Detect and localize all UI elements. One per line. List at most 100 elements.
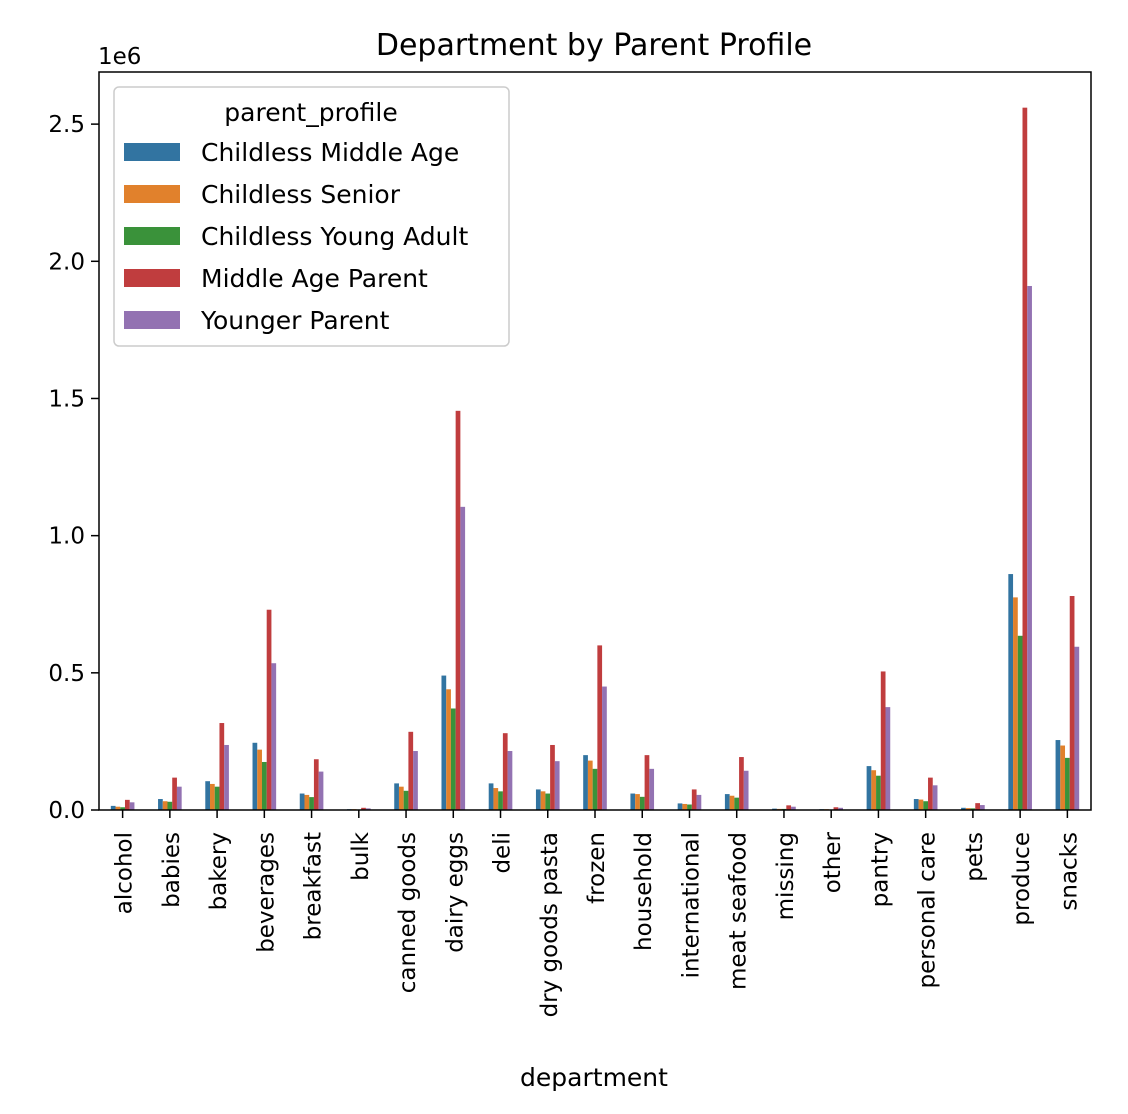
x-tick-label: deli (490, 832, 516, 874)
bar-produce-middle-age-parent (1022, 107, 1028, 811)
bar-household-middle-age-parent (644, 755, 650, 810)
bar-frozen-childless-senior (587, 760, 593, 810)
y-axis-scale-label: 1e6 (98, 44, 141, 70)
legend-label: Childless Young Adult (201, 222, 468, 251)
legend-swatch (124, 269, 180, 287)
legend-label: Middle Age Parent (201, 264, 428, 293)
bars-layer (110, 107, 1080, 811)
bar-pets-childless-young-adult (970, 808, 976, 810)
bar-canned-goods-younger-parent (413, 751, 418, 810)
x-tick-label: beverages (253, 832, 279, 953)
bar-personal-care-middle-age-parent (928, 777, 933, 810)
bar-dry-goods-pasta-middle-age-parent (550, 744, 555, 810)
bar-bakery-childless-senior (210, 783, 215, 810)
bar-canned-goods-childless-senior (398, 786, 404, 810)
bar-dry-goods-pasta-childless-senior (540, 791, 546, 810)
bar-bulk-younger-parent (365, 808, 371, 810)
bar-dairy-eggs-childless-senior (446, 689, 451, 810)
x-tick-label: canned goods (395, 832, 421, 993)
bar-bulk-middle-age-parent (361, 807, 366, 810)
x-tick-label: produce (1009, 832, 1035, 926)
bar-household-younger-parent (649, 768, 655, 810)
bar-alcohol-childless-middle-age (110, 805, 116, 810)
x-axis: alcohol babies bakery beverages breakfast bul… (112, 810, 1082, 1017)
bar-frozen-middle-age-parent (597, 645, 603, 810)
x-tick-label: missing (773, 832, 799, 920)
bar-alcohol-childless-senior (115, 806, 121, 810)
bar-pets-middle-age-parent (975, 803, 980, 810)
bar-beverages-childless-senior (257, 749, 262, 810)
bar-pantry-childless-middle-age (866, 766, 872, 810)
bar-snacks-middle-age-parent (1069, 596, 1075, 810)
bar-frozen-childless-young-adult (592, 768, 598, 810)
x-tick-label: meat seafood (726, 832, 752, 990)
bar-international-childless-middle-age (677, 803, 683, 810)
bar-meat-seafood-middle-age-parent (739, 757, 744, 810)
x-tick-label: frozen (584, 832, 610, 904)
chart-title: Department by Parent Profile (376, 28, 812, 63)
bar-pantry-childless-young-adult (876, 775, 881, 810)
legend-label: Childless Middle Age (201, 138, 459, 167)
bar-babies-childless-senior (162, 801, 168, 810)
bar-missing-younger-parent (791, 806, 796, 810)
bar-alcohol-childless-young-adult (120, 807, 125, 810)
bar-personal-care-childless-senior (918, 799, 924, 810)
bar-dry-goods-pasta-childless-young-adult (545, 793, 551, 810)
bar-pets-childless-middle-age (961, 807, 966, 810)
bar-snacks-childless-young-adult (1065, 757, 1070, 810)
bar-frozen-childless-middle-age (583, 755, 588, 810)
legend: parent_profile Childless Middle Age Child… (113, 86, 510, 347)
bar-other-middle-age-parent (833, 807, 839, 810)
y-tick-label: 1.0 (48, 524, 85, 550)
bar-international-younger-parent (696, 794, 702, 810)
legend-label: Childless Senior (201, 180, 401, 209)
x-tick-label: pets (962, 832, 988, 882)
bar-beverages-childless-middle-age (252, 742, 258, 810)
bar-breakfast-childless-middle-age (299, 793, 305, 810)
x-tick-label: breakfast (301, 832, 327, 940)
bar-dry-goods-pasta-childless-middle-age (535, 789, 541, 810)
bar-babies-younger-parent (176, 786, 182, 810)
y-tick-label: 2.0 (48, 249, 85, 275)
bar-babies-middle-age-parent (172, 777, 177, 810)
x-tick-label: other (820, 831, 846, 893)
x-tick-label: bakery (206, 832, 232, 910)
bar-dairy-eggs-middle-age-parent (455, 410, 461, 810)
bar-deli-younger-parent (507, 751, 513, 810)
bar-other-younger-parent (838, 807, 843, 810)
bar-snacks-childless-middle-age (1055, 740, 1061, 810)
legend-title: parent_profile (224, 98, 397, 127)
legend-label: Younger Parent (200, 306, 390, 335)
bar-breakfast-childless-senior (304, 794, 310, 810)
bar-meat-seafood-younger-parent (743, 770, 749, 810)
y-tick-label: 0.5 (48, 661, 85, 687)
x-tick-label: pantry (867, 832, 893, 907)
x-tick-label: international (678, 832, 704, 978)
bar-pantry-younger-parent (885, 707, 891, 810)
bar-household-childless-young-adult (639, 796, 645, 810)
bar-deli-childless-middle-age (488, 783, 494, 810)
y-tick-label: 2.5 (48, 112, 85, 138)
bar-pantry-middle-age-parent (880, 671, 886, 810)
bar-beverages-younger-parent (271, 663, 277, 810)
bar-deli-childless-young-adult (498, 791, 503, 810)
bar-bakery-childless-middle-age (205, 781, 211, 810)
x-tick-label: dry goods pasta (537, 832, 563, 1017)
x-tick-label: personal care (915, 832, 941, 988)
bar-breakfast-middle-age-parent (313, 759, 319, 810)
bar-international-childless-young-adult (687, 804, 692, 810)
x-tick-label: dairy eggs (442, 832, 468, 953)
x-tick-label: alcohol (112, 832, 138, 914)
bar-beverages-childless-young-adult (261, 761, 267, 810)
bar-snacks-childless-senior (1060, 745, 1066, 810)
bar-canned-goods-middle-age-parent (408, 731, 414, 810)
bar-babies-childless-young-adult (167, 801, 173, 810)
bar-dairy-eggs-younger-parent (460, 506, 466, 810)
bar-personal-care-childless-young-adult (923, 801, 929, 810)
bar-produce-younger-parent (1027, 285, 1032, 810)
bar-babies-childless-middle-age (158, 799, 163, 810)
bar-beverages-middle-age-parent (266, 609, 272, 810)
bar-personal-care-younger-parent (932, 785, 938, 810)
bar-bakery-childless-young-adult (214, 786, 220, 810)
